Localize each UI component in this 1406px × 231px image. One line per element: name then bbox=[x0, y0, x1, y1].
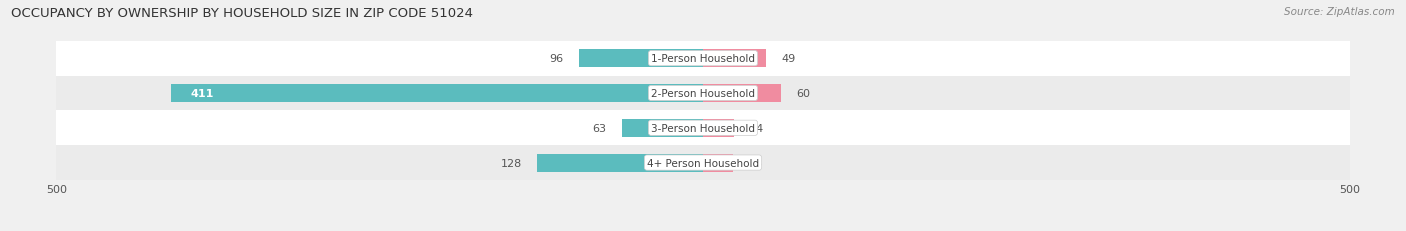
Bar bbox=[56, 42, 1350, 76]
Text: 2-Person Household: 2-Person Household bbox=[651, 88, 755, 99]
Bar bbox=[703, 85, 780, 103]
Text: 3-Person Household: 3-Person Household bbox=[651, 123, 755, 133]
Bar bbox=[703, 119, 734, 137]
Text: 411: 411 bbox=[191, 88, 214, 99]
Text: 23: 23 bbox=[748, 158, 762, 168]
Bar bbox=[703, 50, 766, 68]
Text: 60: 60 bbox=[796, 88, 810, 99]
Bar bbox=[703, 154, 733, 172]
Text: OCCUPANCY BY OWNERSHIP BY HOUSEHOLD SIZE IN ZIP CODE 51024: OCCUPANCY BY OWNERSHIP BY HOUSEHOLD SIZE… bbox=[11, 7, 474, 20]
Bar bbox=[579, 50, 703, 68]
Bar bbox=[56, 146, 1350, 180]
Text: 1-Person Household: 1-Person Household bbox=[651, 54, 755, 64]
Text: 63: 63 bbox=[592, 123, 606, 133]
Bar bbox=[537, 154, 703, 172]
Bar bbox=[172, 85, 703, 103]
Text: 96: 96 bbox=[550, 54, 564, 64]
Bar bbox=[56, 76, 1350, 111]
Text: 4+ Person Household: 4+ Person Household bbox=[647, 158, 759, 168]
Bar bbox=[621, 119, 703, 137]
Bar bbox=[56, 111, 1350, 146]
Text: Source: ZipAtlas.com: Source: ZipAtlas.com bbox=[1284, 7, 1395, 17]
Text: 128: 128 bbox=[501, 158, 522, 168]
Text: 49: 49 bbox=[782, 54, 796, 64]
Text: 24: 24 bbox=[749, 123, 763, 133]
